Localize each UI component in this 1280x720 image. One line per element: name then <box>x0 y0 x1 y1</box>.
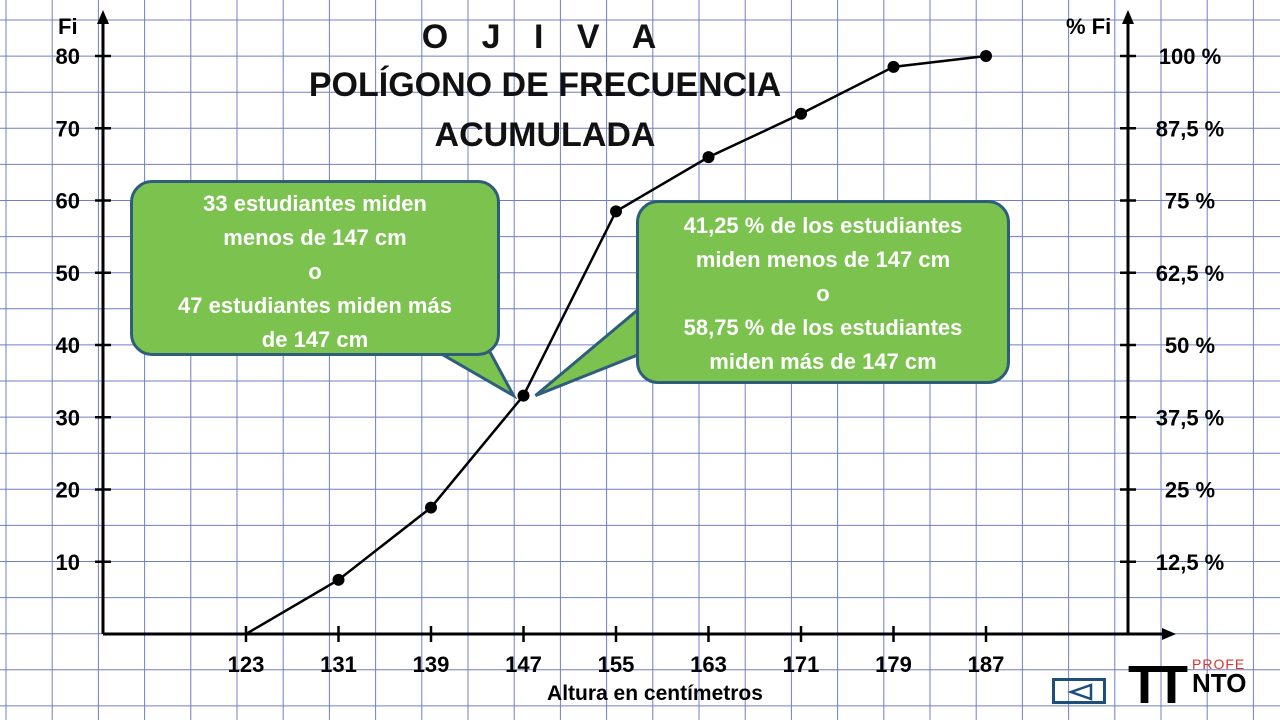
x-tick-label: 139 <box>413 652 450 677</box>
y-tick-label: 50 <box>56 261 80 286</box>
data-point <box>795 107 807 120</box>
callout-right-line: o <box>816 281 830 306</box>
y-axis-label: Fi <box>58 14 78 39</box>
data-point <box>980 50 992 62</box>
y-tick-label: 30 <box>56 405 80 430</box>
x-tick-label: 123 <box>228 652 265 677</box>
callout-right-line: miden más de 147 cm <box>709 349 937 374</box>
y-tick-label: 80 <box>56 44 80 69</box>
y2-tick-label: 100 % <box>1159 44 1221 69</box>
y-tick-label: 40 <box>56 333 80 358</box>
logo-nto: NTO <box>1192 668 1247 698</box>
x-tick-label: 147 <box>505 652 542 677</box>
callout-right-line: 41,25 % de los estudiantes <box>683 213 963 238</box>
x-tick-label: 155 <box>598 652 635 677</box>
chart-title-acumulada: ACUMULADA <box>434 116 656 154</box>
y2-tick-label: 25 % <box>1165 478 1215 503</box>
y-tick-label: 60 <box>56 189 80 214</box>
callout-left-line: menos de 147 cm <box>223 225 407 250</box>
y2-tick-label: 87,5 % <box>1156 116 1225 141</box>
x-tick-label: 131 <box>320 652 357 677</box>
logo-profe: PROFE <box>1192 656 1246 672</box>
y-tick-label: 10 <box>56 550 80 575</box>
callout-left-line: de 147 cm <box>261 327 369 352</box>
axes <box>97 10 1176 640</box>
y2-tick-label: 62,5 % <box>1156 261 1225 286</box>
data-point <box>610 205 622 218</box>
chart-title-ojiva: O J I V A <box>421 18 669 56</box>
data-point <box>332 573 345 586</box>
callout-left-line: 47 estudiantes miden más <box>178 293 452 318</box>
callout-right-line: miden menos de 147 cm <box>695 247 951 272</box>
data-point <box>702 151 715 164</box>
chart-title-poligono: POLÍGONO DE FRECUENCIA <box>308 66 782 104</box>
y-tick-label: 70 <box>56 116 80 141</box>
callout-left-pointer <box>432 350 518 400</box>
callout-left-line: 33 estudiantes miden <box>203 191 427 216</box>
series <box>245 50 992 636</box>
y2-tick-label: 50 % <box>1165 333 1215 358</box>
y-axis-arrow <box>97 10 109 24</box>
callout-left: 33 estudiantes miden menos de 147 cm o 4… <box>130 180 500 356</box>
y2-tick-label: 75 % <box>1165 189 1215 214</box>
x-tick-label: 163 <box>690 652 727 677</box>
data-point <box>517 389 530 402</box>
data-point <box>887 60 900 73</box>
y2-tick-label: 12,5 % <box>1156 550 1225 575</box>
callout-right-line: 58,75 % de los estudiantes <box>683 315 963 340</box>
y-tick-label: 20 <box>56 478 80 503</box>
x-tick-label: 171 <box>783 652 820 677</box>
y2-axis-arrow <box>1122 10 1134 24</box>
callout-left-line: o <box>308 259 322 284</box>
x-axis-label: Altura en centímetros <box>547 682 763 705</box>
y2-tick-label: 37,5 % <box>1156 405 1225 430</box>
back-button[interactable] <box>1052 678 1106 704</box>
x-tick-label: 187 <box>968 652 1005 677</box>
y2-axis-label: % Fi <box>1066 14 1111 39</box>
data-point <box>425 501 437 514</box>
callout-right: 41,25 % de los estudiantes miden menos d… <box>636 200 1010 384</box>
callout-right-pointer <box>534 304 642 397</box>
tick-labels: 10 20 30 40 50 60 70 80 12,5 % 25 % 37,5 % 50 % 62,5… <box>56 14 1225 705</box>
logo-mark: TT <box>1128 655 1188 715</box>
x-axis-arrow <box>1162 628 1176 640</box>
x-tick-label: 179 <box>875 652 912 677</box>
back-arrow-icon <box>1067 683 1093 701</box>
